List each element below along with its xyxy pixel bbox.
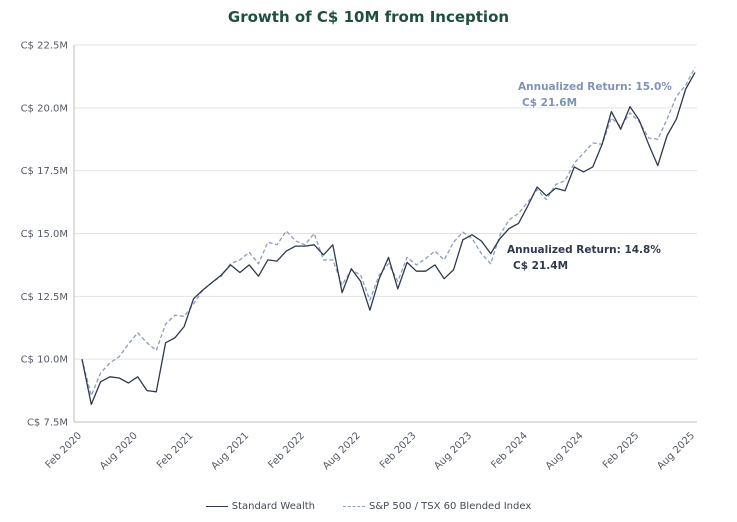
x-tick-label: Aug 2020 — [98, 430, 140, 472]
legend-item-standard-wealth: Standard Wealth — [205, 501, 316, 512]
x-tick-label: Aug 2021 — [209, 430, 251, 472]
annotation-label: Annualized Return: 14.8% — [507, 244, 661, 256]
legend: Standard Wealth S&P 500 / TSX 60 Blended… — [0, 501, 737, 512]
x-tick-label: Feb 2020 — [44, 430, 85, 471]
chart-title: Growth of C$ 10M from Inception — [227, 8, 510, 26]
y-tick-label: C$ 7.5M — [27, 418, 68, 429]
y-tick-label: C$ 17.5M — [21, 166, 68, 177]
x-tick-label: Feb 2024 — [489, 430, 530, 471]
legend-label: S&P 500 / TSX 60 Blended Index — [369, 501, 532, 512]
legend-label: Standard Wealth — [231, 501, 316, 512]
y-tick-label: C$ 10.0M — [21, 355, 68, 366]
series-line-blended-index — [81, 67, 696, 397]
annotation-label: Annualized Return: 15.0% — [518, 81, 672, 93]
x-tick-label: Aug 2025 — [655, 430, 697, 472]
legend-swatch-dashed — [343, 506, 366, 507]
x-tick-label: Feb 2021 — [155, 430, 196, 471]
y-tick-label: C$ 22.5M — [21, 41, 68, 52]
y-tick-label: C$ 20.0M — [21, 103, 68, 114]
legend-swatch-solid — [205, 506, 228, 507]
y-tick-label: C$ 15.0M — [21, 229, 68, 240]
series-line-standard-wealth — [81, 72, 696, 406]
annotation-label: C$ 21.6M — [522, 97, 577, 109]
x-tick-label: Aug 2022 — [321, 430, 363, 472]
legend-item-blended-index: S&P 500 / TSX 60 Blended Index — [343, 501, 531, 512]
x-tick-label: Feb 2025 — [601, 430, 642, 471]
annotation-label: C$ 21.4M — [513, 260, 568, 272]
x-tick-label: Aug 2024 — [544, 430, 586, 472]
x-tick-label: Aug 2023 — [432, 430, 474, 472]
x-tick-label: Feb 2022 — [266, 430, 307, 471]
x-tick-label: Feb 2023 — [378, 430, 419, 471]
y-tick-label: C$ 12.5M — [21, 292, 68, 303]
